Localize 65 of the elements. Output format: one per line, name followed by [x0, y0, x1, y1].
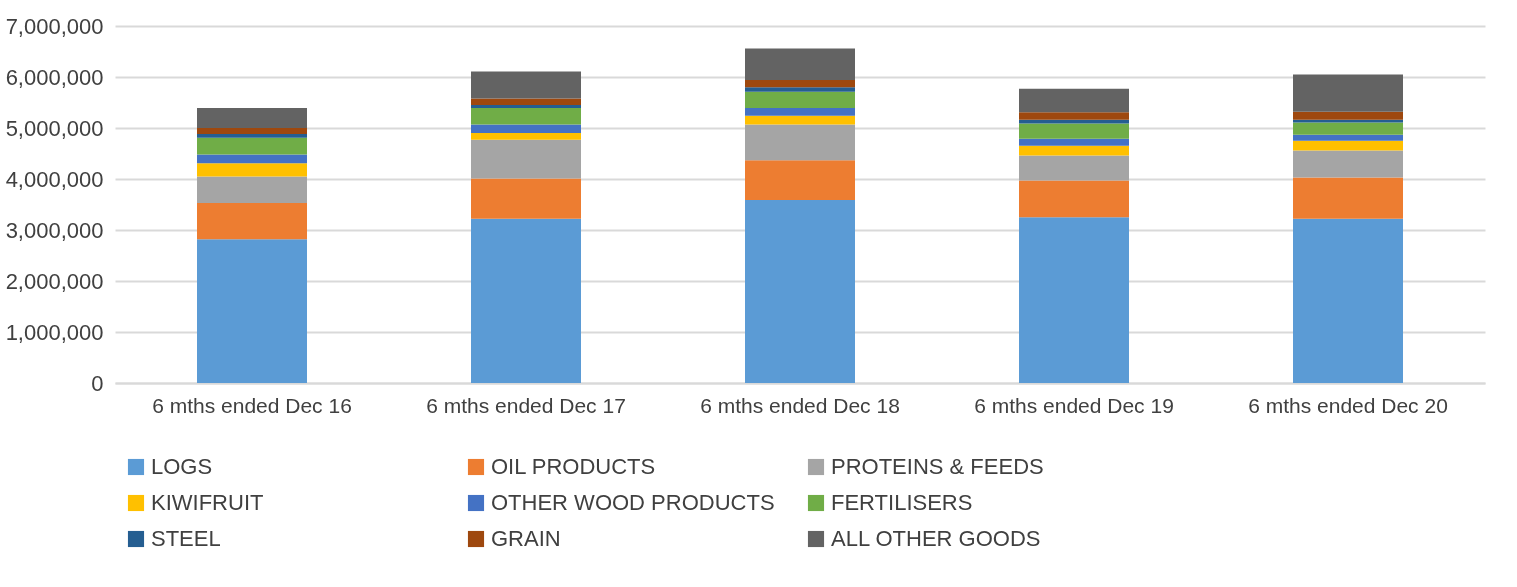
- bar: [1019, 88, 1129, 113]
- bar: [1019, 138, 1129, 146]
- bar: [1019, 123, 1129, 139]
- y-tick-label: 7,000,000: [5, 13, 104, 39]
- legend-label: FERTILISERS: [831, 490, 973, 515]
- bar: [745, 160, 855, 200]
- legend-label: OIL PRODUCTS: [491, 454, 656, 479]
- y-tick-label: 4,000,000: [5, 166, 104, 192]
- bar: [197, 163, 307, 177]
- bar: [1019, 155, 1129, 181]
- x-tick-label: 6 mths ended Dec 20: [1248, 393, 1448, 417]
- bar: [1293, 140, 1403, 151]
- bar: [197, 137, 307, 155]
- x-tick-label: 6 mths ended Dec 18: [700, 393, 900, 417]
- bar: [471, 71, 581, 99]
- bar: [745, 87, 855, 92]
- bar: [1293, 74, 1403, 112]
- bar: [471, 133, 581, 140]
- bar: [471, 178, 581, 219]
- x-tick-label: 6 mths ended Dec 19: [974, 393, 1174, 417]
- bar: [745, 91, 855, 109]
- bar: [1019, 145, 1129, 156]
- bar: [197, 108, 307, 128]
- x-tick-label: 6 mths ended Dec 16: [152, 393, 352, 417]
- bar: [745, 48, 855, 81]
- bar: [1293, 177, 1403, 219]
- bar: [471, 139, 581, 179]
- bar: [197, 134, 307, 138]
- legend-label: GRAIN: [491, 526, 561, 551]
- bar: [1293, 218, 1403, 383]
- y-tick-label: 5,000,000: [5, 115, 104, 141]
- bar: [471, 124, 581, 134]
- bar: [471, 108, 581, 125]
- bar: [471, 218, 581, 383]
- legend-label: LOGS: [151, 454, 213, 479]
- y-tick-label: 3,000,000: [5, 217, 104, 243]
- bar: [1019, 217, 1129, 383]
- bar: [1019, 180, 1129, 218]
- bar: [1293, 122, 1403, 135]
- bar: [1019, 112, 1129, 120]
- bar: [745, 108, 855, 116]
- bar: [1293, 134, 1403, 141]
- bar: [197, 202, 307, 240]
- bar: [197, 128, 307, 135]
- bar: [745, 80, 855, 88]
- legend-label: PROTEINS & FEEDS: [831, 454, 1044, 479]
- bar: [745, 115, 855, 125]
- legend-label: STEEL: [151, 526, 221, 551]
- y-tick-label: 1,000,000: [5, 319, 104, 345]
- legend-label: ALL OTHER GOODS: [831, 526, 1041, 551]
- bar: [197, 154, 307, 164]
- bar: [1293, 150, 1403, 178]
- bar: [745, 124, 855, 161]
- bar: [197, 239, 307, 383]
- legend-label: KIWIFRUIT: [151, 490, 264, 515]
- bar: [745, 199, 855, 383]
- bar: [197, 176, 307, 203]
- bar: [1293, 111, 1403, 120]
- y-tick-label: 6,000,000: [5, 64, 104, 90]
- bar: [471, 105, 581, 109]
- y-tick-label: 2,000,000: [5, 268, 104, 294]
- y-tick-label: 0: [91, 370, 104, 396]
- x-tick-label: 6 mths ended Dec 17: [426, 393, 626, 417]
- bar: [471, 98, 581, 106]
- legend-label: OTHER WOOD PRODUCTS: [491, 490, 775, 515]
